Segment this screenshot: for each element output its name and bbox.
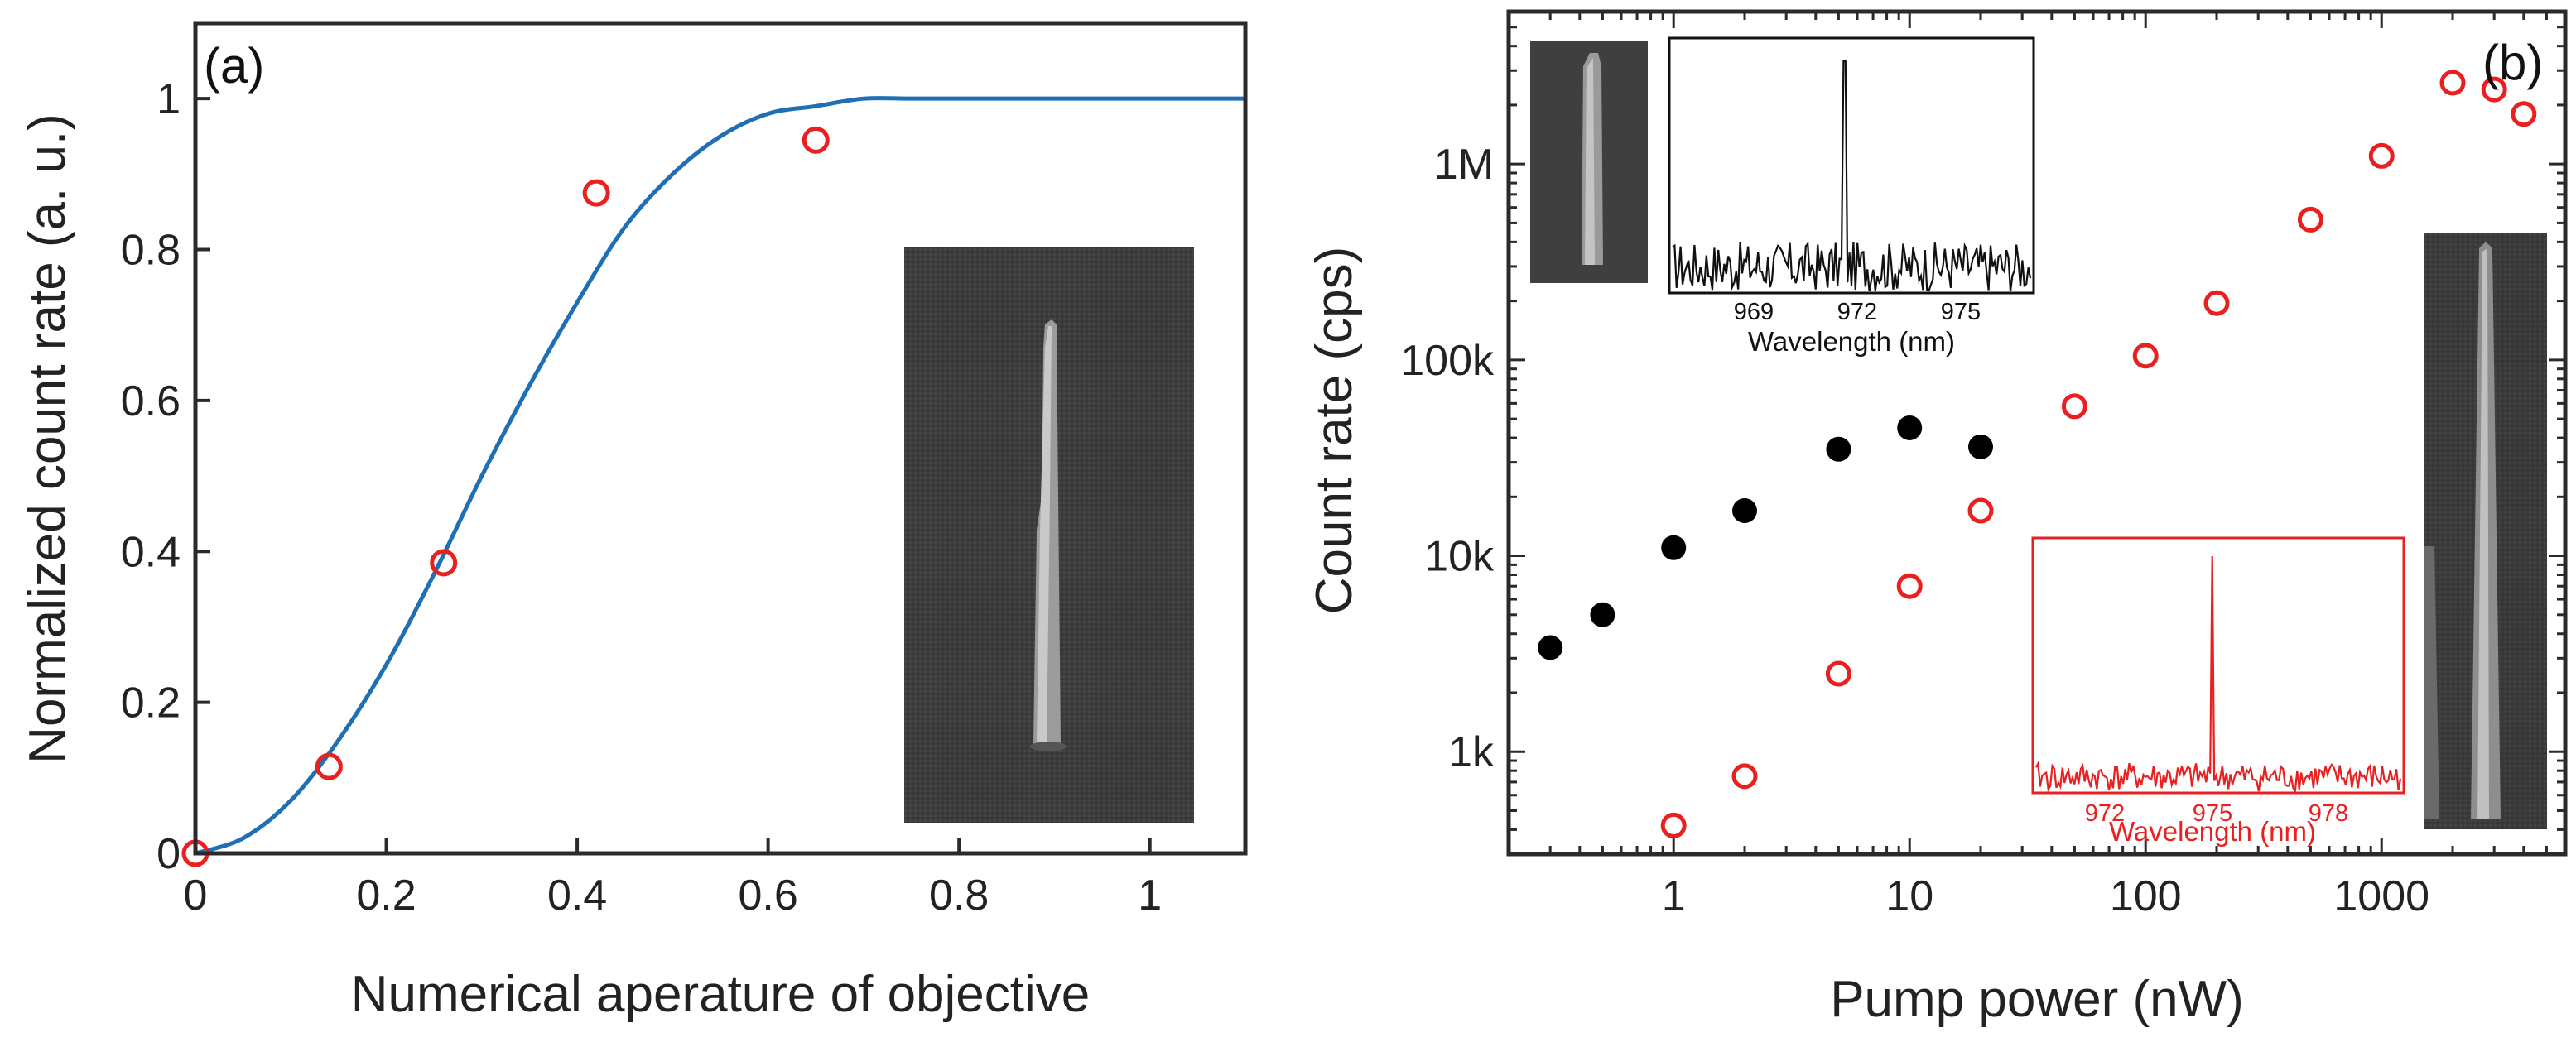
panel-a-x-axis-title: Numerical aperature of objective [351,966,1091,1023]
panel-a-measured-point [582,179,610,207]
panel-b-label: (b) [2482,35,2543,90]
panel-b-y-tick-label: 1M [1434,141,1494,189]
panel-a-tick-labels: 0 0.2 0.4 0.6 0.8 1 0 0.2 0.4 0.6 0.8 1 [121,75,1162,920]
panel-a-data-points [181,126,830,867]
panel-b-y-tick-label: 1k [1448,728,1495,776]
panel-b-red-point [2481,76,2507,103]
panel-a-x-tick-label: 0.2 [356,872,416,920]
panel-b-tick-labels: 1 10 100 1000 1k 10k 100k 1M [1400,141,2429,920]
panel-a-x-tick-label: 0.4 [547,872,607,920]
panel-b-red-point [1967,497,1994,524]
panel-b-x-tick-label: 1000 [2333,872,2429,920]
panel-b-red-spectrum-inset: 972 975 978 Wavelength (nm) [2031,536,2405,847]
panel-a-x-tick-label: 0.8 [929,872,989,920]
panel-b-y-tick-label: 100k [1400,337,1495,385]
panel-b-black-point [1968,434,1994,459]
panel-b-black-point [1538,635,1563,660]
panel-b-red-point [2511,101,2537,127]
panel-b-black-point [1826,436,1851,462]
panel-b-red-point [1896,573,1923,599]
red-spectrum-tick-972: 972 [2085,800,2125,827]
panel-b-black-point [1732,498,1758,524]
panel-b-sem-small-inset [1530,41,1648,283]
panel-b-red-point [2061,393,2087,420]
red-spectrum-tick-975: 975 [2193,800,2232,827]
panel-b-red-point [2203,290,2230,316]
black-spectrum-tick-972: 972 [1837,299,1877,325]
panel-b-black-spectrum-inset: 969 972 975 Wavelength (nm) [1668,36,2035,357]
panel-b-black-point [1897,415,1923,440]
panel-b-sem-large-inset [2424,233,2547,829]
panel-b-red-point [2368,142,2395,169]
panel-b-y-tick-label: 10k [1424,533,1495,581]
panel-a-measured-point [430,549,458,577]
spectrum-line [2035,555,2402,794]
panel-b-red-point [1731,763,1758,790]
panel-a-y-tick-label: 0.4 [121,528,181,576]
panel-b: 1 10 100 1000 1k 10k 100k 1M 969 972 975 Wavele… [1306,9,2568,1028]
panel-a-measured-point [315,752,343,780]
panel-a-x-tick-label: 0 [184,872,208,920]
panel-b-data-points [1538,70,2537,838]
panel-b-red-point [1660,812,1687,838]
panel-a-model-line [195,96,1245,856]
red-spectrum-trace [2035,555,2402,794]
panel-b-x-tick-label: 10 [1885,872,1933,920]
black-spectrum-tick-969: 969 [1734,299,1774,325]
panel-a-model-curve [195,96,1245,856]
panel-a-y-tick-label: 0.8 [121,227,181,275]
panel-a-x-tick-label: 0.6 [738,872,797,920]
panel-a: 0 0.2 0.4 0.6 0.8 1 0 0.2 0.4 0.6 0.8 1 (a) Numeric… [19,21,1248,1023]
panel-b-red-point [2297,206,2323,233]
panel-b-red-point [1825,660,1851,687]
panel-b-x-axis-title: Pump power (nW) [1830,971,2244,1028]
panel-a-sem-inset [904,247,1194,823]
panel-a-y-tick-label: 0 [156,830,181,878]
black-spectrum-trace [1672,60,2032,292]
red-spectrum-x-title: Wavelength (nm) [2109,816,2316,847]
spectrum-line [1672,60,2032,292]
panel-a-y-axis-title: Normalized count rate (a. u.) [19,113,76,764]
panel-b-red-point [2132,343,2159,369]
panel-a-x-tick-label: 1 [1138,872,1162,920]
panel-b-red-point [2439,70,2466,96]
panel-a-y-tick-label: 0.6 [121,377,181,425]
panel-b-y-axis-title: Count rate (cps) [1306,247,1363,615]
panel-a-y-tick-label: 1 [156,75,181,123]
panel-a-ticks [194,97,1152,855]
panel-b-black-point [1590,602,1615,627]
panel-b-x-tick-label: 1 [1662,872,1686,920]
red-spectrum-tick-978: 978 [2309,800,2348,827]
panel-a-frame [193,21,1248,856]
panel-a-y-tick-label: 0.2 [121,679,181,727]
panel-a-measured-point [802,126,830,154]
black-spectrum-x-title: Wavelength (nm) [1748,326,1955,357]
panel-b-frame [1506,9,2568,857]
panel-a-label: (a) [204,38,264,94]
panel-b-black-point [1661,535,1687,560]
panel-b-x-tick-label: 100 [2110,872,2182,920]
black-spectrum-tick-975: 975 [1941,299,1981,325]
